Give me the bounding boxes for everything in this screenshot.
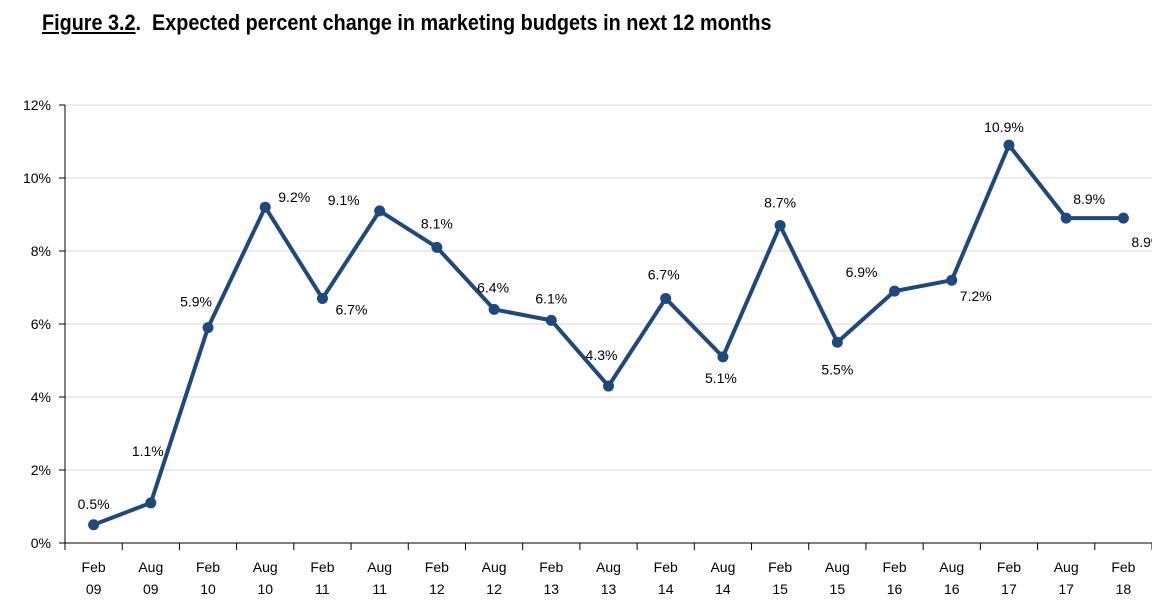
x-tick-label-month: Feb xyxy=(882,559,906,575)
y-tick-label: 2% xyxy=(31,462,51,478)
data-label: 10.9% xyxy=(984,119,1024,135)
x-tick-label-month: Aug xyxy=(367,559,392,575)
x-tick-label-month: Feb xyxy=(997,559,1021,575)
y-tick-label: 12% xyxy=(23,97,51,113)
series-line xyxy=(92,143,1124,527)
data-label: 5.5% xyxy=(821,361,853,377)
data-point xyxy=(1060,212,1072,224)
x-tick-label-year: 16 xyxy=(944,581,960,597)
x-tick-label-year: 15 xyxy=(772,581,788,597)
x-tick-label-month: Aug xyxy=(138,559,163,575)
data-label: 8.9% xyxy=(1131,234,1152,250)
y-tick-label: 10% xyxy=(23,170,51,186)
x-tick-label-month: Feb xyxy=(425,559,449,575)
axes xyxy=(64,105,1152,544)
data-point xyxy=(545,314,557,326)
data-point xyxy=(145,497,157,509)
data-label: 8.9% xyxy=(1073,191,1105,207)
x-tick-label-year: 12 xyxy=(486,581,502,597)
data-label: 6.4% xyxy=(477,279,509,295)
data-point xyxy=(88,519,100,531)
x-tick-label-year: 18 xyxy=(1116,581,1132,597)
y-tick-label: 4% xyxy=(31,389,51,405)
figure-number: Figure 3.2 xyxy=(42,10,136,35)
data-label: 6.7% xyxy=(335,301,367,317)
x-axis-ticks: Feb 09 Aug 09 Feb 10 Aug 10 Feb 11 Aug 11 Feb 12 Aug 12… xyxy=(64,543,1152,597)
figure-title-separator: . xyxy=(135,10,153,35)
data-point xyxy=(603,380,614,392)
data-label: 7.2% xyxy=(960,288,992,304)
y-tick-label: 8% xyxy=(31,243,51,259)
x-tick-label-month: Aug xyxy=(482,559,507,575)
data-point xyxy=(831,336,843,348)
data-point xyxy=(1117,212,1129,224)
data-label: 4.3% xyxy=(586,347,618,363)
data-label: 5.1% xyxy=(705,370,737,386)
data-point xyxy=(374,205,386,217)
data-point xyxy=(488,303,500,315)
data-label: 6.1% xyxy=(535,290,567,306)
data-point xyxy=(717,351,729,363)
x-tick-label-year: 14 xyxy=(658,581,674,597)
x-tick-label-year: 10 xyxy=(257,581,273,597)
data-label: 6.7% xyxy=(648,266,680,282)
x-tick-label-month: Aug xyxy=(825,559,850,575)
x-tick-label-month: Aug xyxy=(253,559,278,575)
data-point xyxy=(316,292,328,304)
data-label: 1.1% xyxy=(132,443,164,459)
x-tick-label-month: Aug xyxy=(1054,559,1079,575)
y-tick-label: 0% xyxy=(31,535,51,551)
x-tick-label-year: 09 xyxy=(143,581,159,597)
data-label: 6.9% xyxy=(846,264,878,280)
x-tick-label-year: 09 xyxy=(86,581,102,597)
data-point xyxy=(889,285,901,297)
x-tick-label-month: Feb xyxy=(1111,559,1135,575)
x-tick-label-year: 15 xyxy=(830,581,846,597)
series xyxy=(88,139,1129,531)
x-tick-label-year: 14 xyxy=(715,581,731,597)
data-label: 0.5% xyxy=(78,496,110,512)
x-tick-label-year: 12 xyxy=(429,581,445,597)
data-point xyxy=(660,292,672,304)
x-tick-label-year: 13 xyxy=(601,581,617,597)
data-point xyxy=(259,201,271,213)
x-tick-label-year: 13 xyxy=(544,581,560,597)
x-tick-label-month: Feb xyxy=(768,559,792,575)
x-tick-label-month: Feb xyxy=(196,559,220,575)
x-tick-label-year: 17 xyxy=(1058,581,1074,597)
x-tick-label-year: 17 xyxy=(1001,581,1017,597)
x-tick-label-year: 11 xyxy=(315,581,330,597)
data-point xyxy=(431,241,443,253)
x-tick-label-month: Feb xyxy=(654,559,678,575)
data-label: 9.2% xyxy=(278,189,310,205)
data-label: 8.7% xyxy=(764,194,796,210)
data-point xyxy=(1003,139,1015,151)
figure-title: Figure 3.2. Expected percent change in m… xyxy=(42,10,771,36)
y-axis-ticks: 0% 2% 4% 6% 8% 10% 12% xyxy=(23,97,65,551)
figure-title-text: Expected percent change in marketing bud… xyxy=(152,10,772,35)
data-point xyxy=(202,322,214,334)
gridlines xyxy=(65,104,1152,471)
data-point xyxy=(774,219,786,231)
x-tick-label-month: Feb xyxy=(310,559,334,575)
x-tick-label-month: Aug xyxy=(710,559,735,575)
x-tick-label-month: Feb xyxy=(539,559,563,575)
data-label: 5.9% xyxy=(180,294,212,310)
data-point xyxy=(946,274,958,286)
data-labels: 0.5% 1.1% 5.9% 9.2% 6.7% 9.1% 8.1% 6.4% 6.1% 4.3%… xyxy=(78,119,1152,512)
y-tick-label: 6% xyxy=(31,316,51,332)
data-label: 9.1% xyxy=(328,192,360,208)
x-tick-label-year: 10 xyxy=(200,581,216,597)
x-tick-label-month: Feb xyxy=(82,559,106,575)
x-tick-label-month: Aug xyxy=(596,559,621,575)
x-tick-label-year: 11 xyxy=(372,581,387,597)
x-tick-label-month: Aug xyxy=(939,559,964,575)
x-tick-label-year: 16 xyxy=(887,581,903,597)
data-label: 8.1% xyxy=(421,215,453,231)
